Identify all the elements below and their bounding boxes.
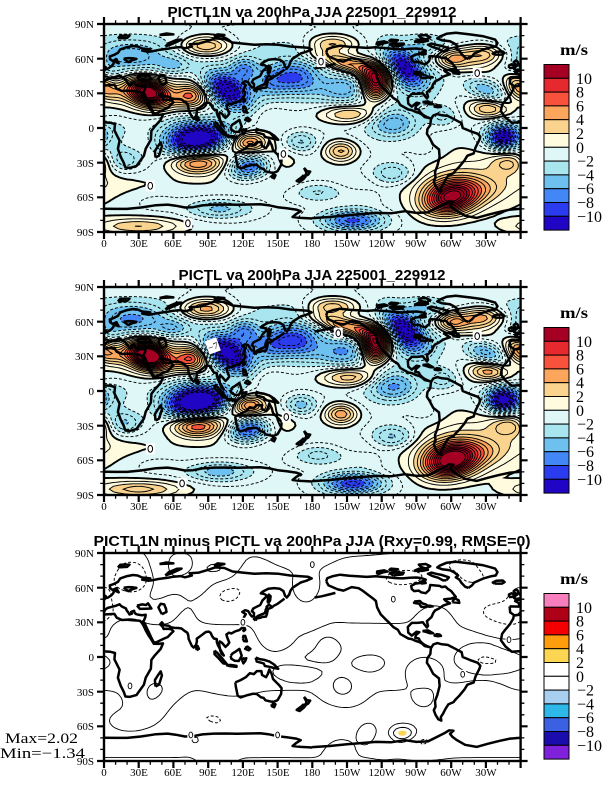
svg-text:4: 4 [576, 112, 584, 129]
svg-text:2: 2 [576, 389, 584, 406]
svg-text:8: 8 [576, 614, 584, 631]
svg-text:−6: −6 [577, 181, 594, 198]
svg-text:60E: 60E [164, 767, 182, 779]
svg-text:90E: 90E [199, 501, 217, 513]
svg-text:30N: 30N [75, 617, 94, 629]
svg-text:60E: 60E [164, 501, 182, 513]
svg-text:−4: −4 [577, 430, 594, 447]
svg-text:0: 0 [89, 123, 95, 135]
svg-text:90N: 90N [75, 548, 94, 560]
svg-text:60S: 60S [77, 192, 94, 204]
svg-text:60W: 60W [440, 238, 462, 250]
svg-text:2: 2 [576, 655, 584, 672]
svg-text:−8: −8 [577, 195, 594, 212]
svg-text:90S: 90S [77, 756, 94, 768]
svg-text:30S: 30S [77, 421, 94, 433]
svg-text:−7: −7 [207, 341, 220, 354]
svg-text:60W: 60W [440, 501, 462, 513]
svg-text:60E: 60E [164, 238, 182, 250]
svg-text:120W: 120W [369, 238, 397, 250]
svg-text:30N: 30N [75, 88, 94, 100]
svg-text:10: 10 [576, 71, 592, 88]
svg-text:90W: 90W [405, 767, 427, 779]
svg-text:90S: 90S [77, 227, 94, 239]
svg-text:Max=2.02: Max=2.02 [5, 731, 78, 747]
svg-text:180: 180 [304, 767, 321, 779]
svg-text:m/s: m/s [560, 305, 588, 322]
svg-text:4: 4 [576, 375, 584, 392]
svg-text:30S: 30S [77, 158, 94, 170]
svg-text:6: 6 [576, 98, 584, 115]
svg-text:150E: 150E [266, 767, 290, 779]
svg-text:30N: 30N [75, 351, 94, 363]
svg-text:60S: 60S [77, 455, 94, 467]
svg-text:0: 0 [576, 403, 584, 420]
svg-text:−4: −4 [577, 696, 594, 713]
svg-text:90E: 90E [199, 238, 217, 250]
svg-text:90E: 90E [199, 767, 217, 779]
svg-text:−10: −10 [577, 209, 602, 226]
svg-text:m/s: m/s [560, 571, 588, 588]
svg-text:−2: −2 [577, 417, 594, 434]
svg-text:0: 0 [101, 501, 107, 513]
svg-text:m/s: m/s [560, 42, 588, 59]
svg-text:120E: 120E [231, 767, 255, 779]
svg-text:120E: 120E [231, 238, 255, 250]
svg-text:−8: −8 [577, 724, 594, 741]
svg-text:−6: −6 [577, 710, 594, 727]
svg-text:60N: 60N [75, 583, 94, 595]
svg-text:Min=−1.34: Min=−1.34 [0, 746, 86, 762]
svg-text:30E: 30E [130, 767, 148, 779]
svg-text:PICTL1N va 200hPa JJA 225001_2: PICTL1N va 200hPa JJA 225001_229912 [168, 5, 457, 21]
svg-text:60W: 60W [440, 767, 462, 779]
svg-text:4: 4 [576, 641, 584, 658]
svg-text:8: 8 [576, 85, 584, 102]
svg-text:90W: 90W [405, 238, 427, 250]
svg-text:8: 8 [576, 348, 584, 365]
svg-text:150W: 150W [334, 238, 362, 250]
svg-text:180: 180 [304, 501, 321, 513]
svg-text:0: 0 [101, 238, 107, 250]
svg-text:60N: 60N [75, 54, 94, 66]
svg-text:PICTL1N minus PICTL va 200hPa: PICTL1N minus PICTL va 200hPa JJA (Rxy=0… [94, 534, 531, 550]
svg-text:30E: 30E [130, 501, 148, 513]
svg-text:0: 0 [576, 140, 584, 157]
svg-text:6: 6 [576, 627, 584, 644]
svg-text:10: 10 [576, 600, 592, 617]
svg-text:−8: −8 [577, 458, 594, 475]
svg-text:30W: 30W [475, 501, 497, 513]
svg-text:150W: 150W [334, 767, 362, 779]
svg-text:−10: −10 [577, 738, 602, 755]
svg-text:0: 0 [576, 669, 584, 686]
svg-text:0: 0 [101, 767, 107, 779]
svg-text:150W: 150W [334, 501, 362, 513]
svg-text:10: 10 [576, 334, 592, 351]
svg-text:90W: 90W [405, 501, 427, 513]
svg-text:−4: −4 [577, 167, 594, 184]
svg-text:0: 0 [89, 386, 95, 398]
svg-text:−10: −10 [577, 472, 602, 489]
svg-text:6: 6 [576, 361, 584, 378]
svg-text:−6: −6 [577, 444, 594, 461]
svg-text:−2: −2 [577, 154, 594, 171]
svg-text:120W: 120W [369, 501, 397, 513]
svg-text:150E: 150E [266, 501, 290, 513]
svg-text:30W: 30W [475, 767, 497, 779]
svg-text:30S: 30S [77, 687, 94, 699]
svg-text:−2: −2 [577, 683, 594, 700]
svg-text:30W: 30W [475, 238, 497, 250]
svg-text:60N: 60N [75, 317, 94, 329]
svg-text:120W: 120W [369, 767, 397, 779]
svg-text:30E: 30E [130, 238, 148, 250]
svg-text:150E: 150E [266, 238, 290, 250]
svg-text:0: 0 [89, 652, 95, 664]
svg-text:2: 2 [576, 126, 584, 143]
svg-text:60S: 60S [77, 721, 94, 733]
svg-text:90N: 90N [75, 19, 94, 31]
svg-text:180: 180 [304, 238, 321, 250]
svg-text:120E: 120E [231, 501, 255, 513]
svg-text:90S: 90S [77, 490, 94, 502]
svg-text:90N: 90N [75, 282, 94, 294]
svg-text:PICTL va 200hPa JJA 225001_229: PICTL va 200hPa JJA 225001_229912 [179, 268, 446, 284]
